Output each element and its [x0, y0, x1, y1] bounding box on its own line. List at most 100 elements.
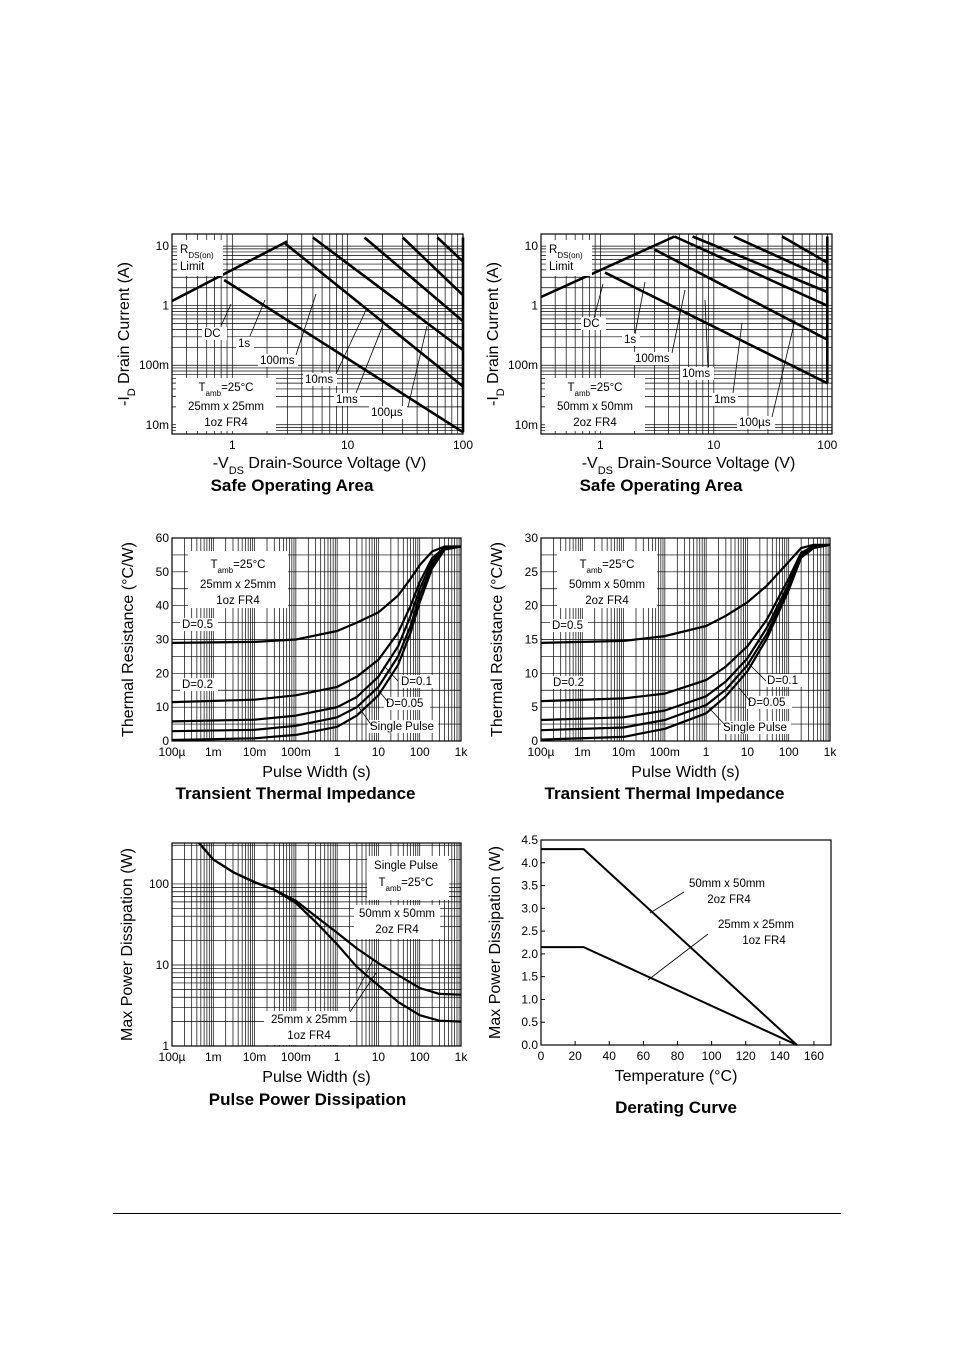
leader-line: [704, 299, 709, 369]
x-tick-label: 1: [597, 438, 604, 452]
curve-label-d005: D=0.05: [386, 698, 423, 710]
y-tick-label: 4.5: [521, 833, 538, 847]
x-tick-label: 100µ: [159, 1050, 186, 1064]
copper-label: 2oz FR4: [573, 417, 617, 429]
series-line-25mm-x-25mm-1oz-fr4: [541, 946, 798, 1046]
y-tick-label: 0: [531, 734, 538, 748]
y-tick-label: 30: [525, 531, 539, 545]
leader-line: [593, 283, 604, 319]
rds-label-part: R: [549, 244, 557, 256]
leader-line: [383, 665, 399, 682]
leader-line: [647, 933, 709, 981]
x-tick-label: 1: [703, 745, 710, 759]
leader-line: [220, 303, 232, 327]
tamb-label-part: T: [210, 559, 217, 571]
y-tick-label: 2.5: [521, 924, 538, 938]
x-tick-label: 0: [538, 1049, 545, 1063]
board-label: 25mm x 25mm: [188, 401, 264, 413]
curve-label-d02: D=0.2: [553, 677, 584, 689]
x-tick-label: 10m: [612, 745, 635, 759]
board-label: 50mm x 50mm: [557, 401, 633, 413]
y-tick-label: 5: [531, 700, 538, 714]
x-tick-label: 100m: [650, 745, 680, 759]
limit-label: Limit: [549, 261, 574, 273]
board1-box: [354, 905, 440, 939]
y-tick-label: 100: [149, 877, 169, 891]
conditions-box: [367, 856, 449, 900]
x-tick-label: 100: [410, 745, 430, 759]
series-line-d-0-5: [540, 543, 830, 644]
tamb-label-part: amb: [218, 566, 234, 575]
chart-title: Transient Thermal Impedance: [176, 784, 416, 803]
y-tick-label: 100m: [508, 358, 538, 372]
leader-line: [732, 322, 743, 394]
tamb-label-part: amb: [386, 884, 402, 893]
curve-label-box: [551, 676, 589, 689]
x-tick-label: 1k: [824, 745, 838, 759]
y-tick-label: 10: [156, 700, 170, 714]
tamb-label-part: amb: [587, 566, 603, 575]
curve-label-box: [550, 619, 588, 632]
curve-label-box: [180, 618, 218, 631]
single-pulse-label: Single Pulse: [374, 860, 438, 872]
curve-label-d01: D=0.1: [401, 676, 432, 688]
y-tick-label: 0.5: [521, 1015, 538, 1029]
x-axis-title-part: Drain-Source Voltage (V): [613, 455, 795, 472]
y-axis-title: Max Power Dissipation (W): [487, 846, 504, 1039]
series-line-rds-on-limit: [171, 240, 288, 303]
board2-label: 25mm x 25mm: [271, 1014, 347, 1026]
y-axis-title: Thermal Resistance (°C/W): [489, 542, 506, 737]
y-tick-label: 10: [156, 958, 170, 972]
curve-label-box: [258, 354, 298, 367]
curve-label-dc: DC: [204, 328, 221, 340]
curve-label-ms1: 1ms: [336, 394, 358, 406]
curve-label-ms10: 10ms: [305, 374, 333, 386]
x-tick-label: 60: [637, 1049, 651, 1063]
x-tick-label: 10m: [243, 1050, 266, 1064]
x-tick-label: 1k: [455, 745, 469, 759]
leader-line: [295, 293, 317, 356]
series-line-50mm-x-50mm-2oz-fr4: [541, 848, 798, 1046]
y-axis-title-part: Drain Current (A): [485, 262, 502, 388]
curve-label-dc: DC: [583, 318, 600, 330]
leader-line: [748, 663, 767, 682]
y-axis-title-part: -I: [485, 396, 502, 406]
board1-label: 50mm x 50mm: [689, 878, 765, 890]
copper2-label: 1oz FR4: [287, 1030, 331, 1042]
chart-title: Pulse Power Dissipation: [209, 1090, 406, 1109]
conditions-box: [545, 378, 645, 431]
x-axis-title-part: -V: [582, 455, 598, 472]
y-tick-label: 15: [525, 633, 539, 647]
copper1-label: 2oz FR4: [375, 924, 419, 936]
tamb-label-part: =25°C: [221, 382, 253, 394]
curve-label-us100: 100µs: [739, 417, 771, 429]
y-tick-label: 25: [525, 565, 539, 579]
curve-label-d05: D=0.5: [552, 620, 583, 632]
x-tick-label: 1m: [205, 1050, 222, 1064]
y-axis-title: Max Power Dissipation (W): [119, 848, 136, 1041]
x-tick-label: 10m: [243, 745, 266, 759]
chart-title: Safe Operating Area: [580, 476, 743, 495]
x-axis-title-part: DS: [598, 465, 613, 477]
leader-line: [708, 707, 727, 727]
chart-title: Derating Curve: [615, 1098, 737, 1117]
footer-rule: [113, 1213, 841, 1214]
board1-label: 50mm x 50mm: [359, 908, 435, 920]
rds-label-box: [546, 240, 592, 276]
x-axis-title: Pulse Width (s): [262, 764, 370, 781]
tamb-label-part: T: [579, 559, 586, 571]
x-tick-label: 40: [603, 1049, 617, 1063]
series-line-100-s: [436, 236, 464, 263]
y-tick-label: 50: [156, 565, 170, 579]
series-line-10ms: [692, 235, 828, 294]
x-tick-label: 100µ: [528, 745, 555, 759]
y-tick-label: 1: [162, 1039, 169, 1053]
series-line-single-pulse: [171, 545, 462, 742]
tamb-label-part: T: [567, 382, 574, 394]
tamb-label-part: T: [198, 382, 205, 394]
y-tick-label: 1.0: [521, 992, 538, 1006]
leader-line: [738, 687, 752, 703]
